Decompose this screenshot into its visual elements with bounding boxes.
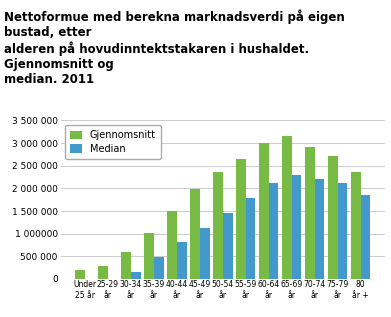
Bar: [98, 266, 108, 279]
Bar: [315, 179, 325, 279]
Bar: [351, 172, 361, 279]
Bar: [177, 242, 187, 279]
Text: Nettoformue med berekna marknadsverdi på eigen bustad, etter
alderen på hovudinn: Nettoformue med berekna marknadsverdi på…: [4, 10, 344, 86]
Bar: [236, 159, 246, 279]
Bar: [167, 210, 177, 279]
Bar: [121, 252, 131, 279]
Bar: [328, 156, 338, 279]
Bar: [246, 198, 255, 279]
Bar: [269, 183, 278, 279]
Bar: [305, 147, 315, 279]
Bar: [144, 233, 154, 279]
Legend: Gjennomsnitt, Median: Gjennomsnitt, Median: [65, 125, 161, 159]
Bar: [131, 272, 141, 279]
Bar: [190, 189, 200, 279]
Bar: [338, 183, 348, 279]
Bar: [223, 213, 233, 279]
Bar: [213, 171, 223, 279]
Bar: [292, 175, 301, 279]
Bar: [282, 136, 292, 279]
Bar: [361, 195, 370, 279]
Bar: [259, 143, 269, 279]
Bar: [200, 228, 210, 279]
Bar: [154, 257, 163, 279]
Bar: [75, 270, 85, 279]
